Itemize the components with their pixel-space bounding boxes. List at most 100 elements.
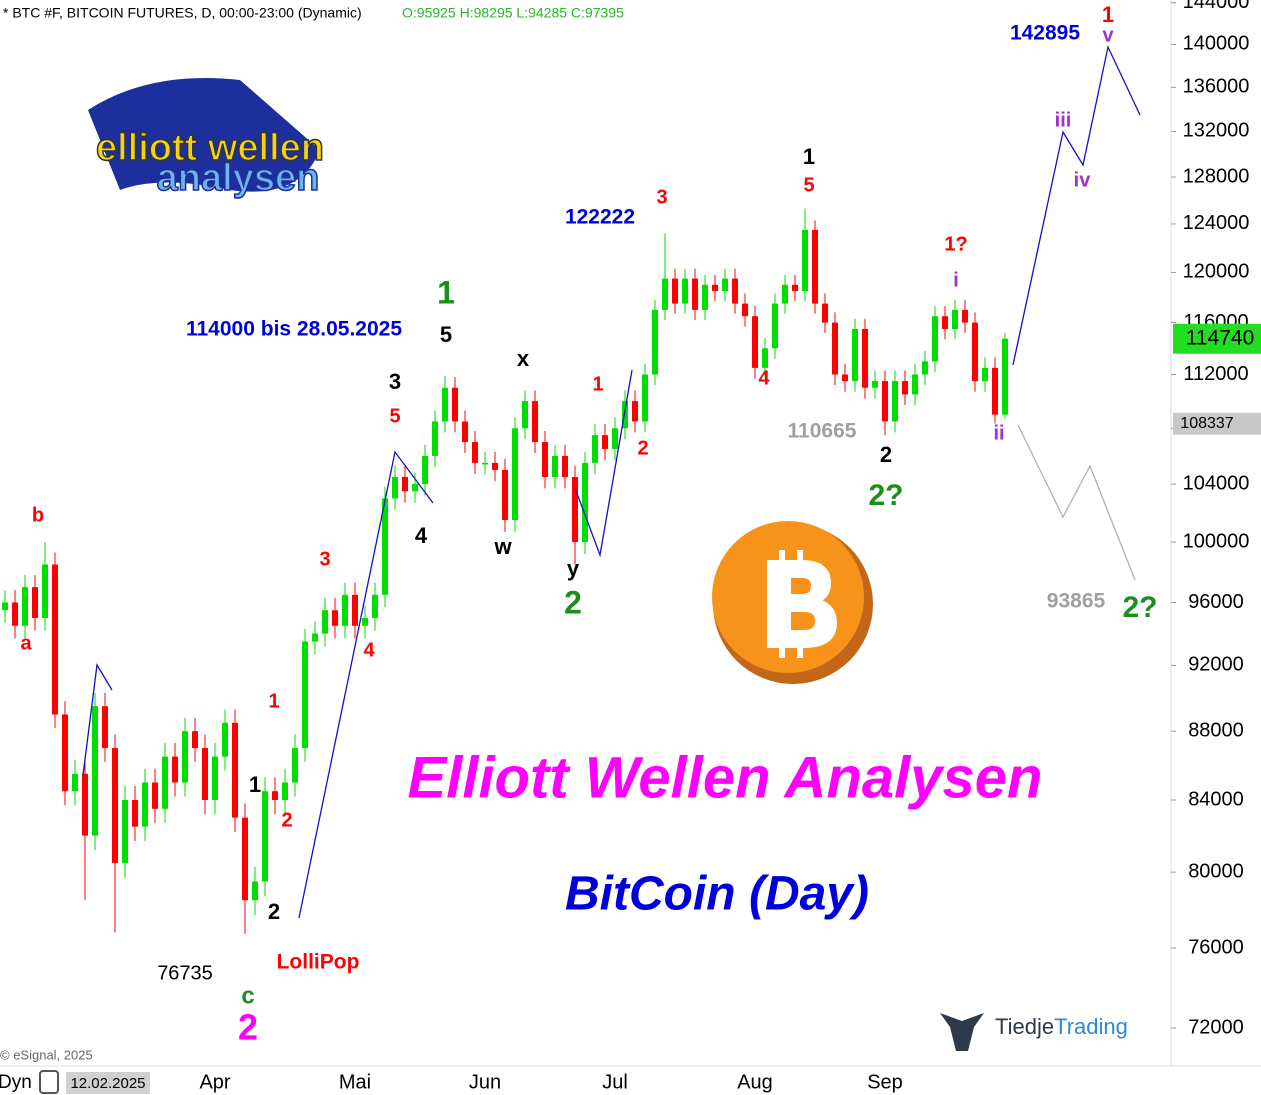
candle-body — [182, 731, 188, 783]
wave-label: 4 — [363, 639, 375, 661]
date-box-text: 12.02.2025 — [70, 1075, 145, 1092]
price-tag — [1173, 412, 1261, 435]
candle-body — [1002, 338, 1008, 415]
candle-body — [202, 748, 208, 800]
x-tick-label: Mai — [339, 1071, 371, 1093]
candle-body — [832, 322, 838, 375]
brand-logo: TiedjeTrading — [940, 1013, 1128, 1051]
candle-body — [42, 564, 48, 618]
candle-body — [752, 316, 758, 368]
candle-body — [72, 773, 78, 792]
candle-body — [452, 387, 458, 422]
wave-label: y — [567, 556, 580, 581]
wave-label: 4 — [415, 523, 428, 548]
candle-body — [962, 309, 968, 323]
brand-b: Trading — [1054, 1014, 1128, 1039]
wave-label: 5 — [803, 174, 814, 196]
candle-body — [542, 442, 548, 477]
wave-line — [82, 663, 113, 776]
candle-body — [152, 782, 158, 809]
candle-body — [142, 782, 148, 827]
candle-body — [992, 367, 998, 415]
wave-label: 4 — [758, 367, 770, 389]
headline: Elliott Wellen Analysen — [408, 745, 1043, 810]
candle-body — [332, 610, 338, 626]
candle-body — [392, 476, 398, 499]
plot — [2, 208, 1008, 934]
price-tag-label: 114740 — [1186, 326, 1255, 349]
wave-label: 1? — [944, 233, 967, 255]
candle-body — [492, 462, 498, 470]
candle-body — [772, 303, 778, 349]
y-tick-label: 140000 — [1183, 33, 1250, 55]
candle-body — [292, 748, 298, 783]
candle-body — [442, 387, 448, 422]
candle-body — [722, 278, 728, 292]
wave-label: 2 — [281, 809, 292, 831]
wave-label: LolliPop — [277, 951, 360, 974]
candle-body — [252, 881, 258, 901]
wave-label: 3 — [656, 186, 667, 208]
candle-body — [522, 401, 528, 429]
wave-label: 142895 — [1010, 22, 1080, 45]
wave-label: 5 — [389, 405, 400, 427]
wave-label: 1 — [592, 373, 603, 395]
y-tick-label: 112000 — [1183, 363, 1248, 385]
logo-text: elliott wellen — [96, 127, 324, 169]
price-tag-label: 108337 — [1180, 415, 1233, 432]
candle-body — [192, 731, 198, 749]
candle-body — [12, 602, 18, 626]
candle-body — [132, 799, 138, 827]
candle-body — [482, 462, 488, 465]
candle-body — [622, 401, 628, 429]
candle-body — [872, 381, 878, 388]
candle-body — [922, 361, 928, 375]
candle-body — [242, 817, 248, 901]
candle-body — [932, 316, 938, 362]
y-tick-label: 144000 — [1183, 0, 1250, 13]
candle-body — [732, 278, 738, 304]
y-tick-label: 96000 — [1188, 591, 1244, 613]
candle-body — [802, 229, 808, 292]
y-tick-label: 136000 — [1183, 76, 1250, 98]
wave-label: ii — [993, 422, 1004, 444]
candle-body — [882, 381, 888, 422]
wave-label: 2 — [268, 899, 280, 924]
wave-label: 2 — [564, 584, 582, 620]
candle-body — [582, 462, 588, 543]
logo: elliott wellen analysen — [88, 78, 325, 200]
candle-body — [362, 617, 368, 626]
logo-text: analysen — [157, 157, 320, 199]
candle-body — [102, 706, 108, 749]
candle-body — [402, 476, 408, 492]
wave-line — [1012, 44, 1141, 366]
candle-body — [662, 278, 668, 310]
wave-label: 1 — [1102, 2, 1114, 27]
candle-body — [782, 284, 788, 304]
candle-body — [612, 428, 618, 449]
wave-label: iii — [1055, 109, 1072, 131]
candle-body — [592, 435, 598, 463]
wave-label: iv — [1074, 169, 1092, 191]
candle-body — [512, 428, 518, 521]
candle-body — [652, 309, 658, 375]
candle-body — [372, 594, 378, 618]
wave-label: 93865 — [1047, 590, 1106, 613]
y-tick-label: 124000 — [1183, 212, 1250, 234]
candle-body — [422, 455, 428, 485]
wave-label: 2? — [1122, 591, 1157, 624]
brand-icon — [940, 1013, 984, 1051]
chart-title: * BTC #F, BITCOIN FUTURES, D, 00:00-23:0… — [3, 5, 362, 21]
candle-body — [742, 303, 748, 317]
candle-body — [712, 284, 718, 292]
candle-body — [852, 328, 858, 382]
period-mode: Dyn — [0, 1072, 32, 1093]
y-tick-label: 76000 — [1188, 936, 1244, 958]
wave-label: c — [241, 982, 254, 1009]
ohlc-label: O:95925 H:98295 L:94285 C:97395 — [402, 5, 624, 21]
candle-body — [302, 641, 308, 749]
candle-body — [462, 421, 468, 443]
candle-body — [982, 367, 988, 382]
y-tick-label: 92000 — [1188, 654, 1244, 676]
wave-label: 114000 bis 28.05.2025 — [186, 318, 402, 341]
